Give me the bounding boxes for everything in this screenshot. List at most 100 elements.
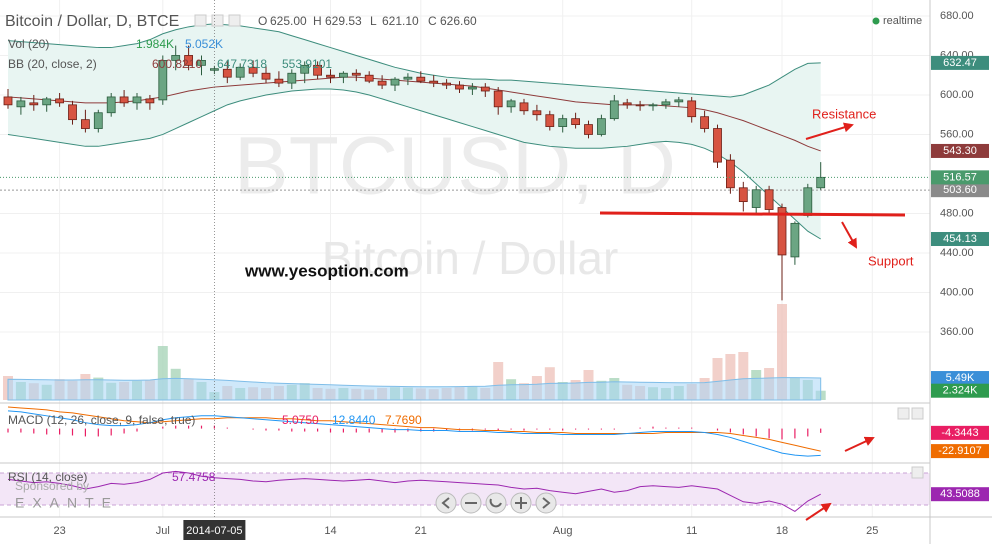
legend-title: MACD (12, 26, close, 9, false, true) xyxy=(8,413,195,427)
candle-body xyxy=(171,55,181,61)
legend-value: 1.984K xyxy=(136,37,174,51)
settings-button[interactable] xyxy=(228,14,241,27)
candle-body xyxy=(597,118,606,135)
volume-ma-area xyxy=(7,377,822,401)
nav-button[interactable] xyxy=(435,492,457,514)
candle-body xyxy=(777,207,787,256)
candle-body xyxy=(545,114,555,127)
candle-body xyxy=(55,98,64,104)
candle-body xyxy=(467,86,477,90)
candle-body xyxy=(377,80,387,86)
ohlc-value: 621.10 xyxy=(382,14,419,28)
candle-body xyxy=(584,124,593,135)
nav-buttons xyxy=(435,492,557,514)
crosshair-label-box xyxy=(183,520,246,540)
candle-body xyxy=(119,96,129,104)
sponsor-brand[interactable]: EXANTE xyxy=(15,495,119,511)
nav-button[interactable] xyxy=(485,492,507,514)
legend-value: 647.7318 xyxy=(217,57,267,71)
candle-body xyxy=(351,72,361,76)
volume-label-box xyxy=(931,383,989,398)
pane-button[interactable] xyxy=(911,407,924,420)
ohlc-value: 629.53 xyxy=(325,14,362,28)
candle-body xyxy=(29,102,39,106)
legend-title: RSI (14, close) xyxy=(8,470,87,484)
macd-histogram-label: -4.3443 xyxy=(941,427,978,439)
rsi-line xyxy=(7,470,821,513)
settings-button[interactable] xyxy=(194,14,207,27)
nav-button[interactable] xyxy=(535,492,557,514)
ohlc-name: L xyxy=(370,14,377,28)
candle-body xyxy=(42,98,52,106)
resistance-label: Resistance xyxy=(812,106,876,121)
ohlc-name: H xyxy=(313,14,322,28)
candle-body xyxy=(674,99,684,103)
volume-bar xyxy=(777,304,787,400)
candle-body xyxy=(558,118,568,127)
candle-body xyxy=(764,189,774,210)
candle-body xyxy=(442,82,452,86)
candle-body xyxy=(403,76,413,80)
legend-value: 5.0750 xyxy=(282,413,319,427)
candle-body xyxy=(429,80,439,84)
volume-bar xyxy=(738,352,749,400)
ohlc-name: C xyxy=(428,14,437,28)
candle-body xyxy=(274,78,284,84)
price-layer xyxy=(0,23,930,301)
arrow xyxy=(805,502,832,521)
candle-body xyxy=(493,90,503,108)
sponsor-text: Sponsored by xyxy=(15,479,89,493)
ohlc-name: O xyxy=(258,14,267,28)
volume-bar xyxy=(725,354,736,400)
band-label-box xyxy=(931,55,989,70)
legend-value: 553.9101 xyxy=(282,57,332,71)
candle-body xyxy=(687,100,697,118)
x-tick-label: 21 xyxy=(415,525,427,537)
candle-body xyxy=(338,72,348,78)
macd-line xyxy=(7,410,821,457)
ohlc-value: 625.00 xyxy=(270,14,307,28)
ohlc-value: 626.60 xyxy=(440,14,477,28)
candle-body xyxy=(248,66,258,74)
macd-signal xyxy=(7,406,821,452)
legend-value: 5.052K xyxy=(185,37,223,51)
band-upper xyxy=(7,23,821,98)
candle-body xyxy=(803,187,813,216)
last-price-label: 516.57 xyxy=(943,171,977,183)
candle-body xyxy=(648,104,658,107)
y-tick-label: 440.00 xyxy=(940,247,974,259)
band-middle xyxy=(7,76,821,152)
legend-title: BB (20, close, 2) xyxy=(8,57,97,71)
candle-body xyxy=(197,59,206,66)
candle-body xyxy=(132,96,142,104)
candle-body xyxy=(455,84,464,90)
x-tick-label: 18 xyxy=(776,525,788,537)
legend-value: 57.4758 xyxy=(172,470,216,484)
last-price-label-box xyxy=(931,170,989,185)
candle-body xyxy=(93,112,103,129)
rsi-label: 43.5088 xyxy=(940,488,980,500)
candle-body xyxy=(390,78,400,86)
x-tick-label: 11 xyxy=(686,525,697,537)
candle-body xyxy=(532,110,542,116)
candle-body xyxy=(713,128,722,163)
arrow xyxy=(841,221,857,249)
settings-button[interactable] xyxy=(211,14,224,27)
candle-body xyxy=(261,72,271,80)
candle-body xyxy=(506,100,516,108)
candle-body xyxy=(738,187,748,203)
macd-histogram-label-box xyxy=(931,425,989,440)
band-label: 632.47 xyxy=(943,57,977,69)
pane-button[interactable] xyxy=(911,466,924,479)
candle-body xyxy=(416,76,426,82)
candle-body xyxy=(790,222,800,258)
pane-button[interactable] xyxy=(897,407,910,420)
site-label: www.yesoption.com xyxy=(244,261,409,280)
candle-body xyxy=(145,98,155,104)
level-label: 503.60 xyxy=(943,184,977,196)
y-tick-label: 480.00 xyxy=(940,207,974,219)
level-label-box xyxy=(931,183,989,198)
